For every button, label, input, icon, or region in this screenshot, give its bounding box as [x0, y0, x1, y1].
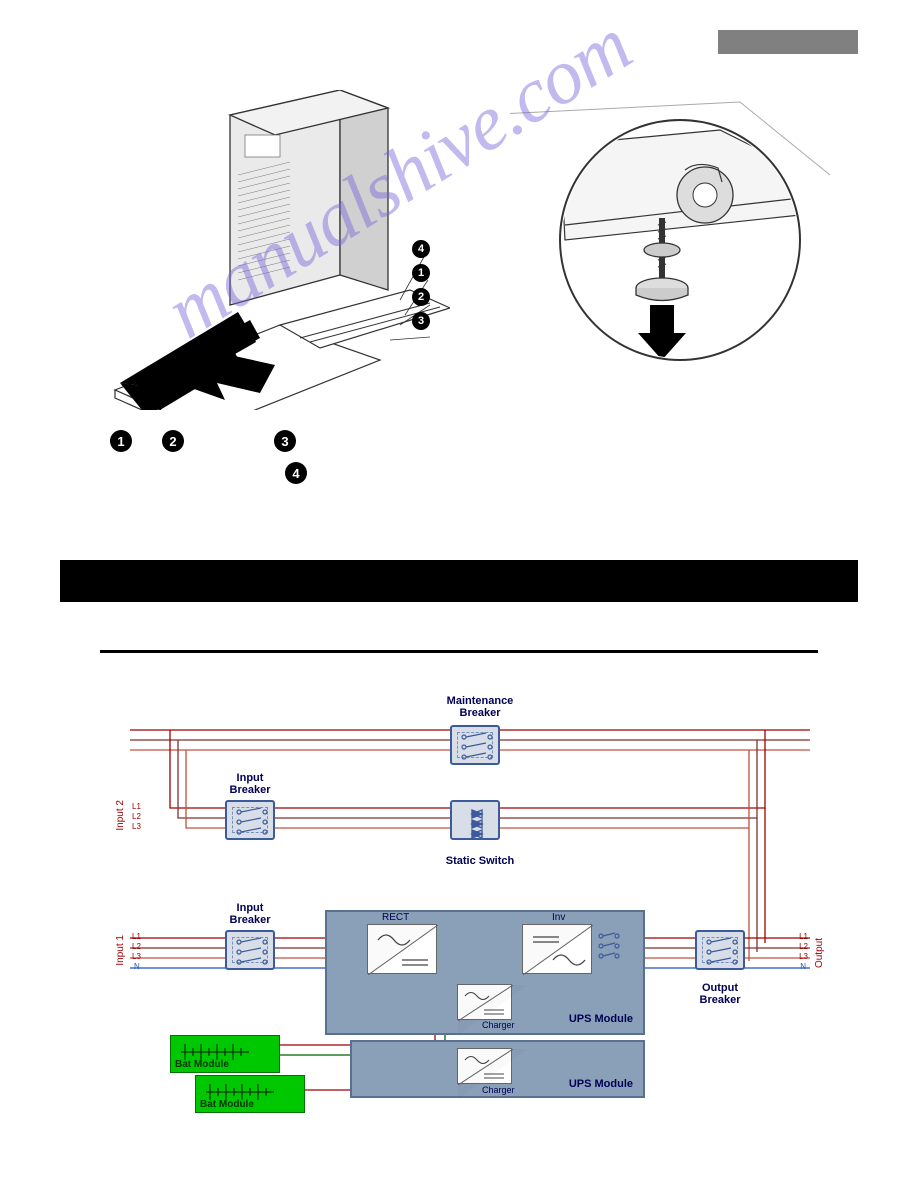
- callout-4: 4: [412, 240, 430, 258]
- page-header-bar: [718, 30, 858, 54]
- l1-top: L1: [132, 802, 141, 811]
- legend-dot-3: 3: [274, 430, 296, 452]
- cabinet-illustration: [110, 90, 450, 410]
- ups-module-2: UPS Module Charger: [350, 1040, 645, 1098]
- bat-module-1: Bat Module: [170, 1035, 280, 1073]
- section-bar: [60, 560, 858, 602]
- figure-row: 4 1 2 3: [110, 90, 830, 420]
- l3-bot: L3: [132, 952, 141, 961]
- l1-out: L1: [799, 932, 808, 941]
- inv-box: [522, 924, 592, 974]
- callout-3: 3: [412, 312, 430, 330]
- label-maint-breaker: Maintenance Breaker: [440, 695, 520, 719]
- l1-bot: L1: [132, 932, 141, 941]
- legend-dot-2: 2: [162, 430, 184, 452]
- input-breaker-top-box: [225, 800, 275, 840]
- figure-left: 4 1 2 3: [110, 90, 450, 420]
- section-divider: [100, 650, 818, 653]
- l3-top: L3: [132, 822, 141, 831]
- label-output: Output: [814, 938, 825, 968]
- legend-row-2: 4: [110, 462, 307, 484]
- charger-box-2: [457, 1048, 512, 1084]
- static-switch-box: [450, 800, 500, 840]
- callout-1: 1: [412, 264, 430, 282]
- ups-mod-2-label: UPS Module: [569, 1078, 633, 1090]
- l2-bot: L2: [132, 942, 141, 951]
- n-out: N: [800, 962, 806, 971]
- label-input-breaker-bot: Input Breaker: [220, 902, 280, 926]
- l3-out: L3: [799, 952, 808, 961]
- label-output-breaker: Output Breaker: [685, 982, 755, 1006]
- l2-out: L2: [799, 942, 808, 951]
- callout-stack: 4 1 2 3: [412, 240, 430, 336]
- rect-label: RECT: [382, 912, 409, 923]
- legend-dot-1: 1: [110, 430, 132, 452]
- legend-row-1: 1 2 3: [110, 430, 810, 452]
- input-breaker-bot-box: [225, 930, 275, 970]
- ups-mod-1-label: UPS Module: [569, 1013, 633, 1025]
- bat-module-2: Bat Module: [195, 1075, 305, 1113]
- output-breaker-box: [695, 930, 745, 970]
- inv-label: Inv: [552, 912, 565, 923]
- n-bot: N: [134, 962, 140, 971]
- legend-dot-4: 4: [285, 462, 307, 484]
- label-static-switch: Static Switch: [435, 855, 525, 867]
- label-input-breaker-top: Input Breaker: [220, 772, 280, 796]
- charger-box-1: [457, 984, 512, 1020]
- ups-module-1: UPS Module RECT Inv Charger: [325, 910, 645, 1035]
- l2-top: L2: [132, 812, 141, 821]
- figure-right: [510, 90, 830, 420]
- rect-box: [367, 924, 437, 974]
- label-input1: Input 1: [115, 935, 126, 966]
- leveling-foot-detail: [510, 90, 830, 390]
- maint-breaker-box: [450, 725, 500, 765]
- callout-2: 2: [412, 288, 430, 306]
- charger-label-2: Charger: [482, 1085, 515, 1095]
- label-input2: Input 2: [115, 800, 126, 831]
- wiring-diagram: Maintenance Breaker Input Breaker Input …: [130, 700, 810, 1120]
